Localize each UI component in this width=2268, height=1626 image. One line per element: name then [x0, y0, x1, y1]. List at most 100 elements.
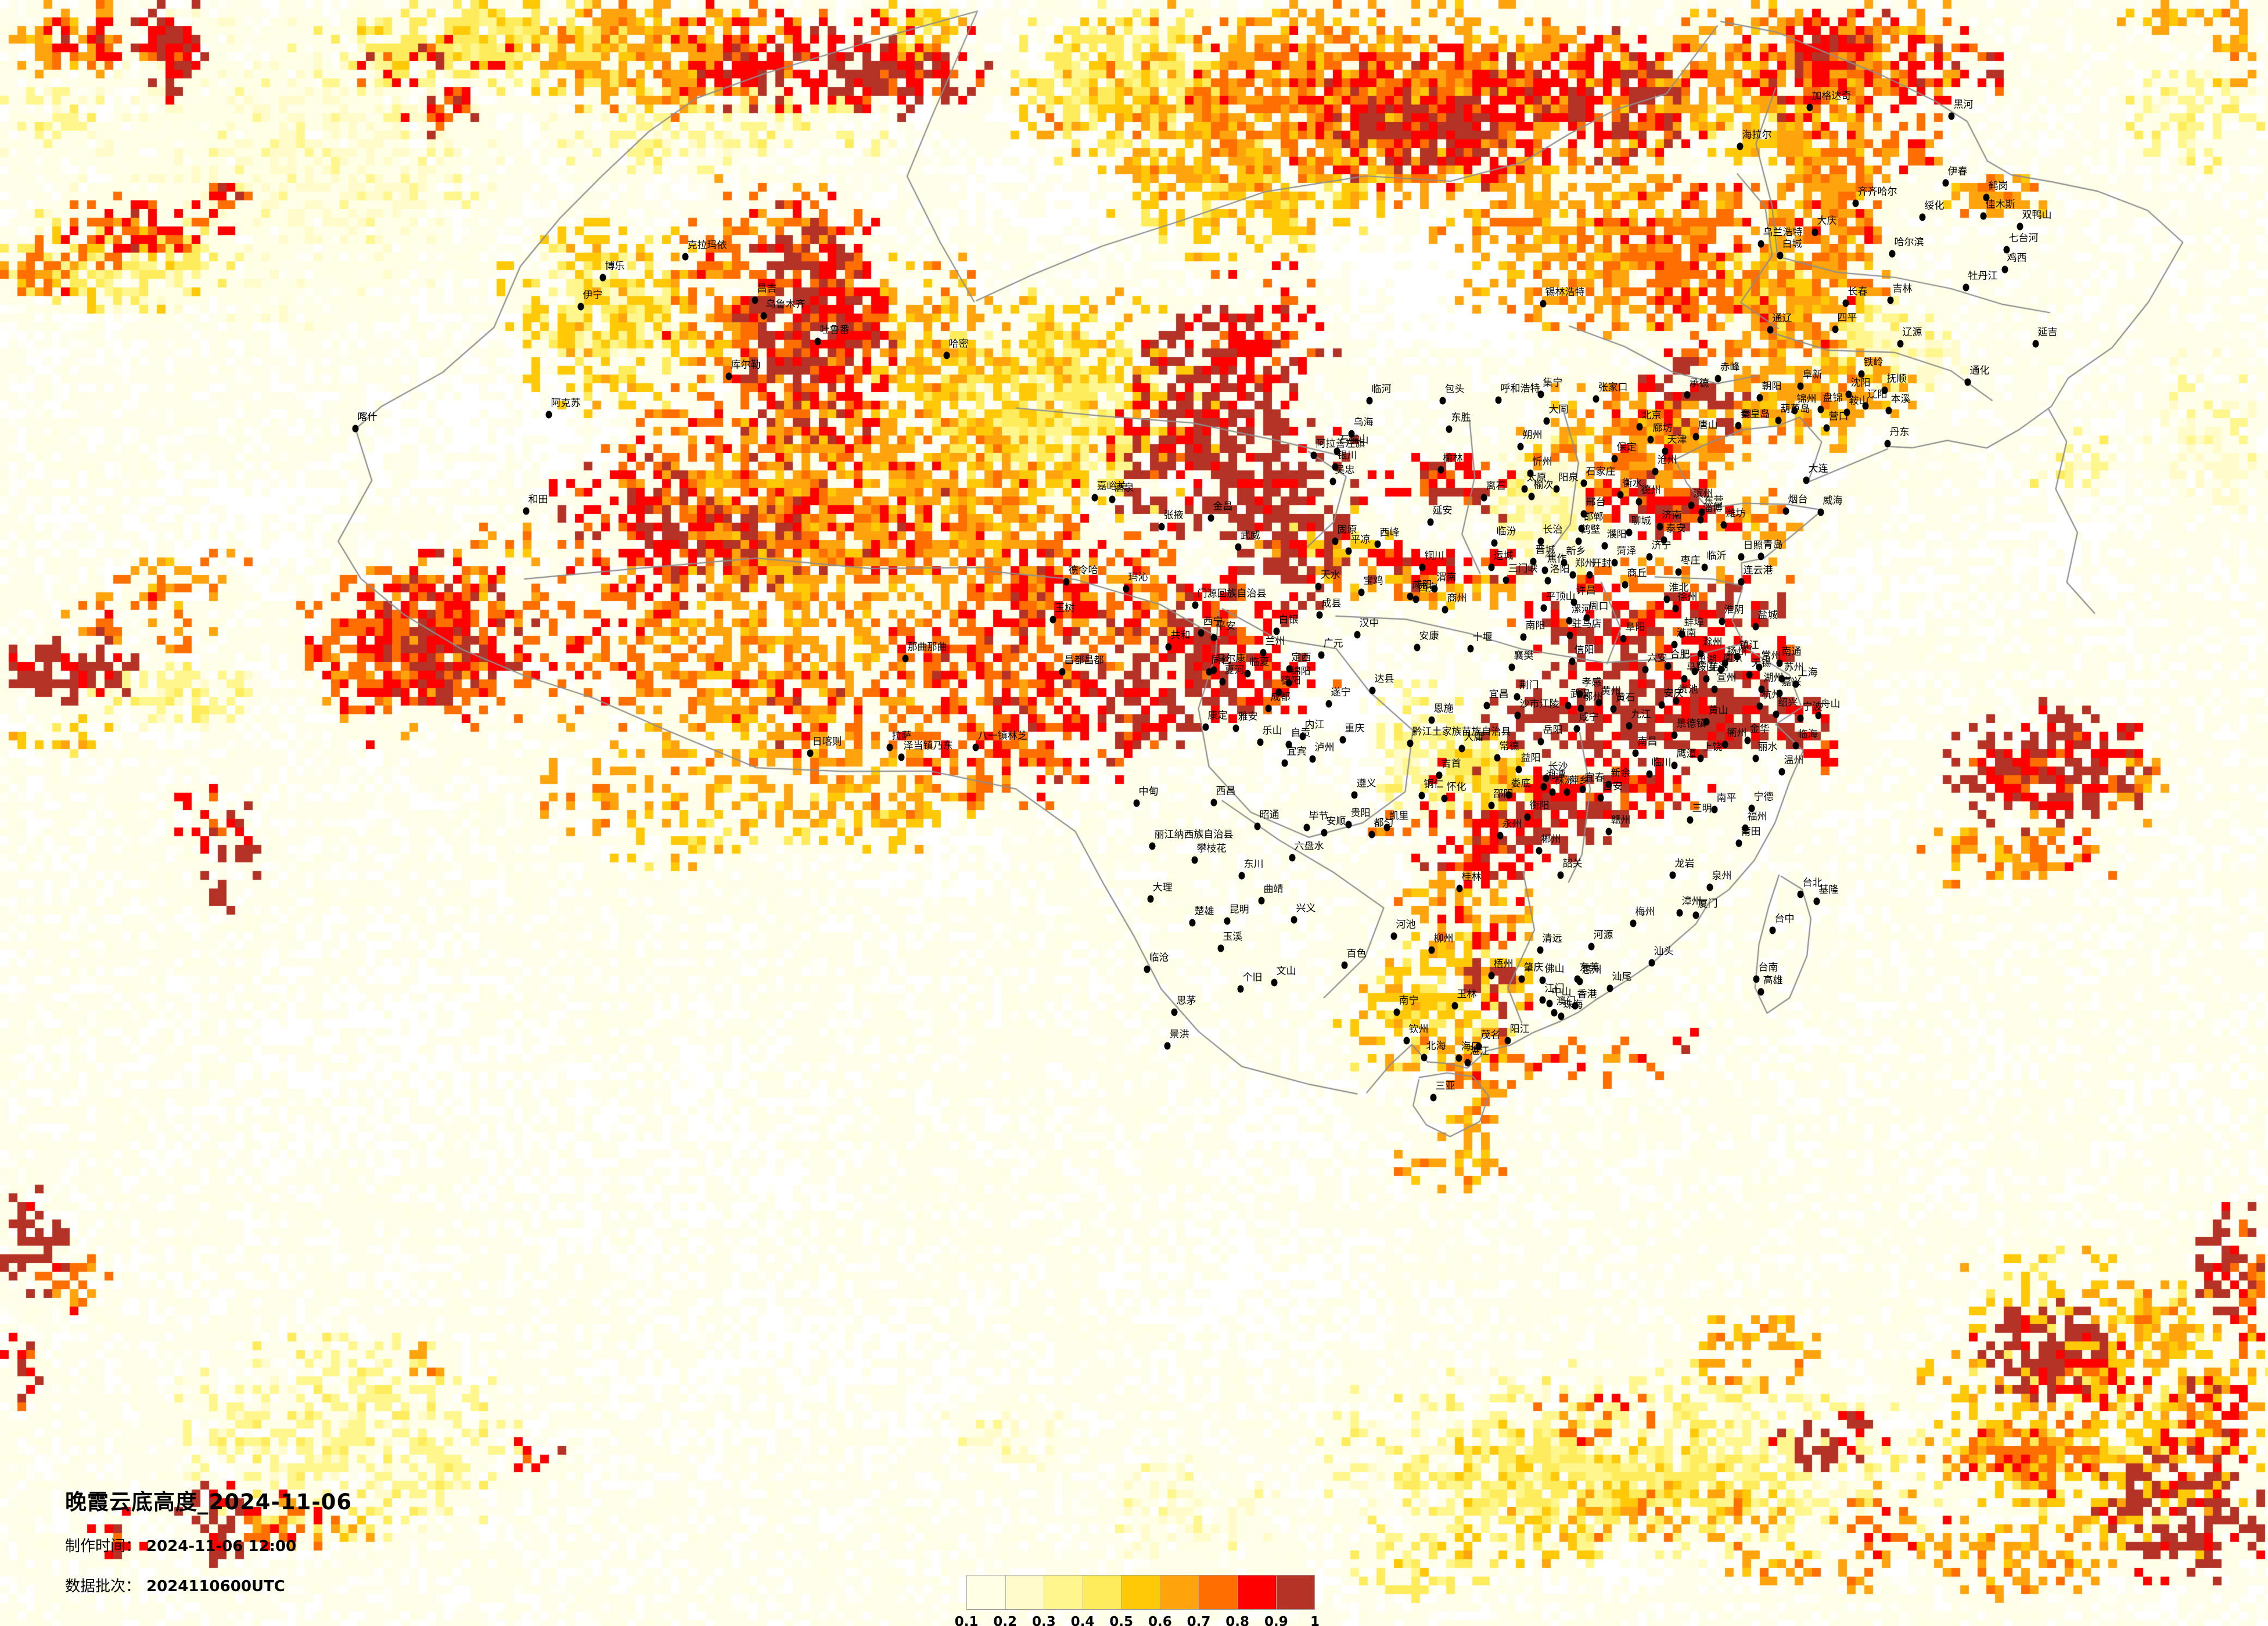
- city-marker: 娄底: [1505, 779, 1531, 799]
- city-dot: [1339, 736, 1346, 744]
- city-dot: [1569, 571, 1576, 579]
- city-dot: [1792, 680, 1799, 688]
- city-label: 南平: [1716, 792, 1737, 804]
- city-label: 咸宁: [1579, 711, 1599, 724]
- city-label: 青岛: [1763, 539, 1783, 551]
- city-dot: [1697, 754, 1704, 762]
- city-dot: [807, 749, 814, 757]
- city-label: 梅州: [1635, 906, 1655, 918]
- city-label: 沈阳: [1850, 377, 1871, 389]
- city-dot: [1611, 455, 1618, 463]
- city-dot: [1797, 714, 1804, 722]
- city-dot: [1669, 871, 1676, 879]
- city-marker: 扬州: [1721, 647, 1747, 667]
- city-marker: 齐齐哈尔: [1852, 187, 1897, 207]
- city-marker: 马鞍山: [1681, 663, 1716, 683]
- city-marker: 金华: [1744, 724, 1770, 744]
- city-marker: 柳州: [1428, 934, 1454, 954]
- city-marker: 抚顺: [1881, 374, 1907, 394]
- city-label: 东川: [1243, 858, 1264, 870]
- city-label: 和田: [528, 494, 548, 506]
- city-marker: 宜宾: [1281, 747, 1307, 767]
- city-label: 博乐: [605, 260, 625, 272]
- city-label: 郑州: [1575, 557, 1595, 570]
- city-label: 淄博: [1702, 502, 1723, 515]
- city-marker: 临川: [1646, 758, 1672, 778]
- city-label: 十堰: [1472, 631, 1493, 643]
- city-dot: [1189, 919, 1196, 927]
- city-dot: [1636, 498, 1642, 506]
- city-label: 漳州: [1681, 895, 1702, 908]
- city-marker: 泉州: [1706, 871, 1732, 891]
- city-dot: [1843, 408, 1850, 416]
- city-dot: [1746, 671, 1753, 679]
- city-marker: 漯河: [1566, 605, 1591, 625]
- city-label: 台北: [1802, 877, 1823, 889]
- city-label: 秦皇岛: [1740, 408, 1770, 420]
- city-label: 平凉: [1350, 534, 1371, 546]
- city-label: 武威: [1240, 530, 1260, 542]
- city-label: 曲靖: [1263, 883, 1284, 895]
- city-label: 德令哈: [1068, 564, 1098, 577]
- city-label: 兴义: [1296, 902, 1316, 915]
- city-label: 兰州: [1265, 635, 1285, 647]
- city-marker: 辽阳: [1862, 390, 1888, 410]
- city-label: 乌兰浩特: [1763, 226, 1803, 239]
- city-dot: [1656, 523, 1663, 531]
- city-dot: [1588, 942, 1595, 951]
- city-dot: [1721, 659, 1728, 667]
- city-label: 清远: [1542, 933, 1562, 945]
- city-marker: 长治: [1537, 525, 1563, 545]
- city-dot: [1579, 785, 1586, 793]
- legend-tick-labels: 0.1 0.2 0.3 0.4 0.5 0.6 0.7 0.8 0.9 1: [955, 1614, 1320, 1626]
- city-label: 阿拉善左旗: [1315, 438, 1365, 450]
- city-dot: [1697, 650, 1704, 658]
- city-marker: 沈阳: [1845, 378, 1871, 398]
- city-label: 江门: [1544, 983, 1565, 995]
- city-marker: 菏泽: [1611, 546, 1637, 567]
- city-marker: 营口: [1823, 412, 1849, 432]
- city-marker: 赣州: [1605, 815, 1631, 836]
- city-label: 安顺: [1326, 815, 1346, 828]
- city-label: 北海: [1426, 1040, 1446, 1052]
- city-marker: 张掖: [1158, 510, 1184, 531]
- city-marker: 丹东: [1884, 427, 1910, 448]
- city-label: 黑河: [1953, 99, 1974, 111]
- city-label: 大连: [1808, 463, 1828, 475]
- city-dot: [1518, 975, 1525, 983]
- city-marker: 内江: [1299, 720, 1325, 740]
- city-label: 上饶: [1702, 741, 1723, 753]
- city-marker: 北京: [1636, 411, 1662, 431]
- city-dot: [1345, 547, 1352, 555]
- city-label: 定西: [1291, 652, 1311, 664]
- city-label: 吉安: [1602, 780, 1623, 793]
- city-marker: 本溪: [1885, 394, 1911, 415]
- city-marker: 澳门: [1551, 997, 1576, 1017]
- city-marker: 珠海: [1558, 1000, 1583, 1020]
- city-label: 威海: [1823, 495, 1843, 507]
- city-marker: 东营: [1698, 496, 1724, 516]
- city-dot: [1244, 670, 1251, 678]
- city-marker: 吉首: [1436, 759, 1461, 779]
- city-dot: [1595, 699, 1602, 707]
- city-label: 徐州: [1677, 591, 1698, 603]
- city-marker: 汕尾: [1606, 972, 1632, 992]
- city-marker: 鹤壁: [1575, 525, 1601, 545]
- city-dot: [1345, 821, 1352, 829]
- city-dot: [1775, 416, 1782, 425]
- city-marker: 长春: [1842, 287, 1868, 307]
- city-dot: [898, 753, 905, 761]
- city-marker: 昭通: [1254, 810, 1279, 830]
- city-dot: [1549, 788, 1556, 796]
- legend-tick: 0.4: [1070, 1614, 1095, 1626]
- city-dot: [2017, 222, 2023, 231]
- city-marker: 平凉: [1345, 535, 1371, 555]
- city-marker: 南平: [1711, 793, 1737, 814]
- city-label: 喀什: [357, 411, 378, 423]
- city-label: 三亚: [1435, 1080, 1455, 1092]
- city-label: 都匀: [1374, 817, 1394, 829]
- city-marker: 成都: [1265, 692, 1291, 713]
- city-marker: 牡丹江: [1963, 271, 1998, 292]
- city-marker: 晋城: [1530, 545, 1555, 566]
- city-label: 贵池: [1678, 684, 1698, 696]
